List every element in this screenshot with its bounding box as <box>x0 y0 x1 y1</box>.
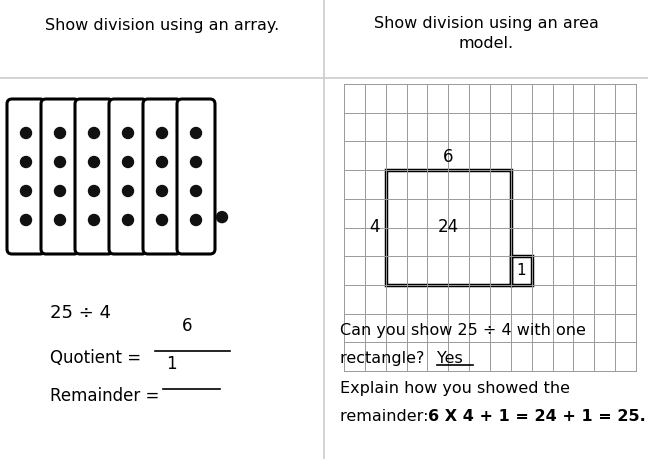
Text: Yes: Yes <box>437 351 463 366</box>
Circle shape <box>54 185 65 196</box>
FancyBboxPatch shape <box>41 99 79 254</box>
Text: remainder:: remainder: <box>340 409 434 424</box>
Text: Remainder =: Remainder = <box>50 387 165 405</box>
Circle shape <box>157 157 167 168</box>
Circle shape <box>89 157 100 168</box>
Circle shape <box>122 214 133 225</box>
Text: Quotient =: Quotient = <box>50 349 146 367</box>
FancyBboxPatch shape <box>7 99 45 254</box>
Text: 1: 1 <box>516 263 526 278</box>
Circle shape <box>191 185 202 196</box>
Text: 24: 24 <box>437 218 459 236</box>
Circle shape <box>21 185 32 196</box>
Circle shape <box>157 185 167 196</box>
Circle shape <box>21 128 32 139</box>
Circle shape <box>54 128 65 139</box>
Circle shape <box>122 157 133 168</box>
Circle shape <box>89 214 100 225</box>
Text: 6: 6 <box>182 317 192 335</box>
Circle shape <box>54 214 65 225</box>
Text: 1: 1 <box>166 355 176 373</box>
Circle shape <box>216 212 227 223</box>
Circle shape <box>21 214 32 225</box>
Text: Explain how you showed the: Explain how you showed the <box>340 381 570 396</box>
FancyBboxPatch shape <box>75 99 113 254</box>
Circle shape <box>191 128 202 139</box>
Text: Show division using an array.: Show division using an array. <box>45 18 279 33</box>
Circle shape <box>21 157 32 168</box>
Circle shape <box>89 185 100 196</box>
Text: 25 ÷ 4: 25 ÷ 4 <box>50 304 111 322</box>
Text: 4: 4 <box>369 218 380 236</box>
Text: Can you show 25 ÷ 4 with one: Can you show 25 ÷ 4 with one <box>340 323 586 338</box>
Circle shape <box>122 185 133 196</box>
Text: 6: 6 <box>443 148 454 166</box>
FancyBboxPatch shape <box>177 99 215 254</box>
Circle shape <box>122 128 133 139</box>
Bar <box>386 170 511 285</box>
Text: model.: model. <box>458 36 514 51</box>
Circle shape <box>54 157 65 168</box>
Text: rectangle?: rectangle? <box>340 351 435 366</box>
Circle shape <box>157 214 167 225</box>
Text: 6 X 4 + 1 = 24 + 1 = 25.: 6 X 4 + 1 = 24 + 1 = 25. <box>428 409 646 424</box>
Circle shape <box>191 157 202 168</box>
Bar <box>511 256 532 285</box>
Circle shape <box>89 128 100 139</box>
Text: Show division using an area: Show division using an area <box>373 16 599 31</box>
FancyBboxPatch shape <box>143 99 181 254</box>
Circle shape <box>191 214 202 225</box>
Circle shape <box>157 128 167 139</box>
FancyBboxPatch shape <box>109 99 147 254</box>
